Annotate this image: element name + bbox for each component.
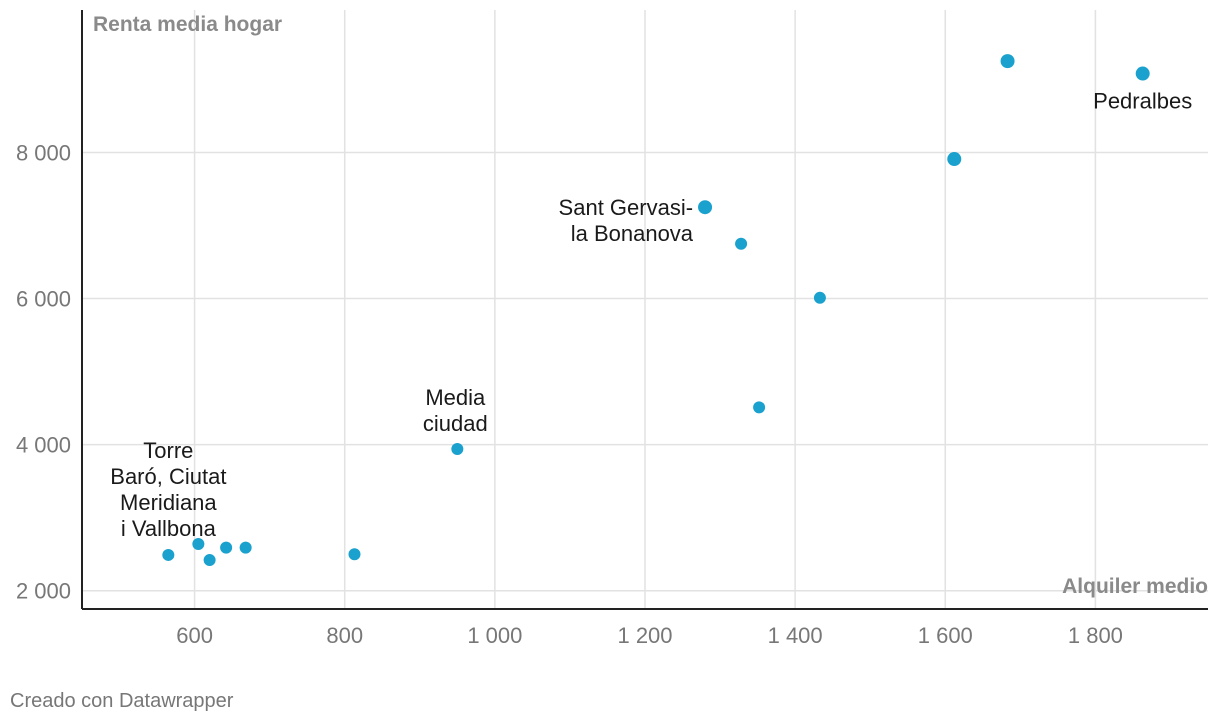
point-label: Media ciudad [423,385,488,436]
x-tick-label: 600 [176,623,213,648]
x-tick-label: 1 800 [1068,623,1123,648]
point-label: Pedralbes [1093,89,1192,114]
data-point [1000,54,1015,69]
data-point [813,291,826,304]
data-point [698,200,713,215]
data-point [1135,66,1150,81]
x-axis-title: Alquiler medio [1062,575,1208,598]
y-tick-label: 4 000 [16,433,71,458]
data-point [220,541,233,554]
data-point [239,541,252,554]
data-point [162,548,175,561]
data-point [735,237,748,250]
y-tick-label: 8 000 [16,140,71,165]
x-tick-label: 800 [326,623,363,648]
y-tick-label: 6 000 [16,287,71,312]
data-point [348,548,361,561]
data-point [451,443,464,456]
data-point [192,537,205,550]
x-tick-label: 1 000 [467,623,522,648]
data-point [947,152,962,167]
tick-labels: 600 800 1 000 1 200 1 400 1 600 1 800 2 000 4 00… [16,140,1123,648]
y-tick-label: 2 000 [16,579,71,604]
axes [81,10,1208,610]
y-axis-title: Renta media hogar [93,13,282,36]
x-tick-label: 1 600 [918,623,973,648]
point-label: Sant Gervasi-la Bonanova [559,195,694,246]
data-points [162,54,1150,567]
data-point [203,554,216,567]
x-tick-label: 1 200 [617,623,672,648]
point-annotations: Torre Baró, Ciutat Meridiana i Vallbona Medi… [110,89,1192,541]
data-point [753,401,766,414]
gridlines [82,10,1208,609]
point-label: Torre Baró, Ciutat Meridiana i Vallbona [110,438,226,541]
x-tick-label: 1 400 [768,623,823,648]
footer-credit: Creado con Datawrapper [10,690,234,712]
